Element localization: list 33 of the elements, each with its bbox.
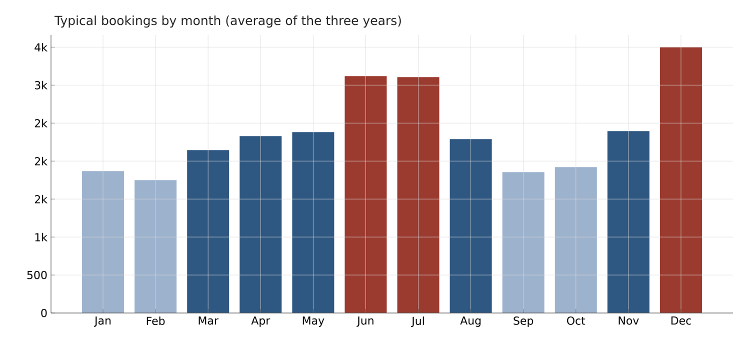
y-tick-label: 1k bbox=[35, 232, 48, 242]
bar bbox=[187, 150, 230, 313]
x-tick-label: Feb bbox=[146, 316, 165, 326]
y-tick-label: 4k bbox=[34, 42, 48, 52]
y-tick-label: 2k bbox=[34, 156, 48, 166]
x-tick-label: Apr bbox=[251, 316, 270, 327]
x-tick-label: Mar bbox=[198, 316, 218, 325]
x-tick-label: Nov bbox=[618, 316, 639, 325]
bar bbox=[607, 131, 650, 313]
bar bbox=[502, 172, 544, 313]
x-tick-label: May bbox=[302, 316, 324, 327]
x-tick-label: Jul bbox=[411, 316, 424, 328]
bar bbox=[660, 47, 702, 313]
bar bbox=[344, 76, 387, 313]
bar bbox=[450, 139, 492, 313]
x-tick-label: Dec bbox=[671, 316, 691, 325]
bar bbox=[82, 171, 124, 313]
x-tick-label: Jan bbox=[94, 316, 111, 327]
y-tick-label: 500 bbox=[27, 270, 47, 280]
y-tick-label: 0 bbox=[41, 308, 47, 318]
chart-title: Typical bookings by month (average of the three years) bbox=[54, 15, 401, 28]
x-tick-label: Jun bbox=[356, 316, 374, 327]
bar bbox=[134, 180, 177, 313]
x-tick-label: Oct bbox=[567, 316, 586, 325]
bar bbox=[397, 77, 440, 313]
bar bbox=[240, 136, 282, 313]
y-tick-label: 2k bbox=[34, 194, 48, 204]
bar bbox=[292, 132, 334, 313]
y-tick-label: 3k bbox=[34, 80, 48, 90]
x-tick-label: Aug bbox=[460, 316, 481, 327]
x-tick-label: Sep bbox=[514, 316, 534, 327]
bar bbox=[554, 167, 597, 313]
y-tick-label: 2k bbox=[34, 118, 48, 128]
